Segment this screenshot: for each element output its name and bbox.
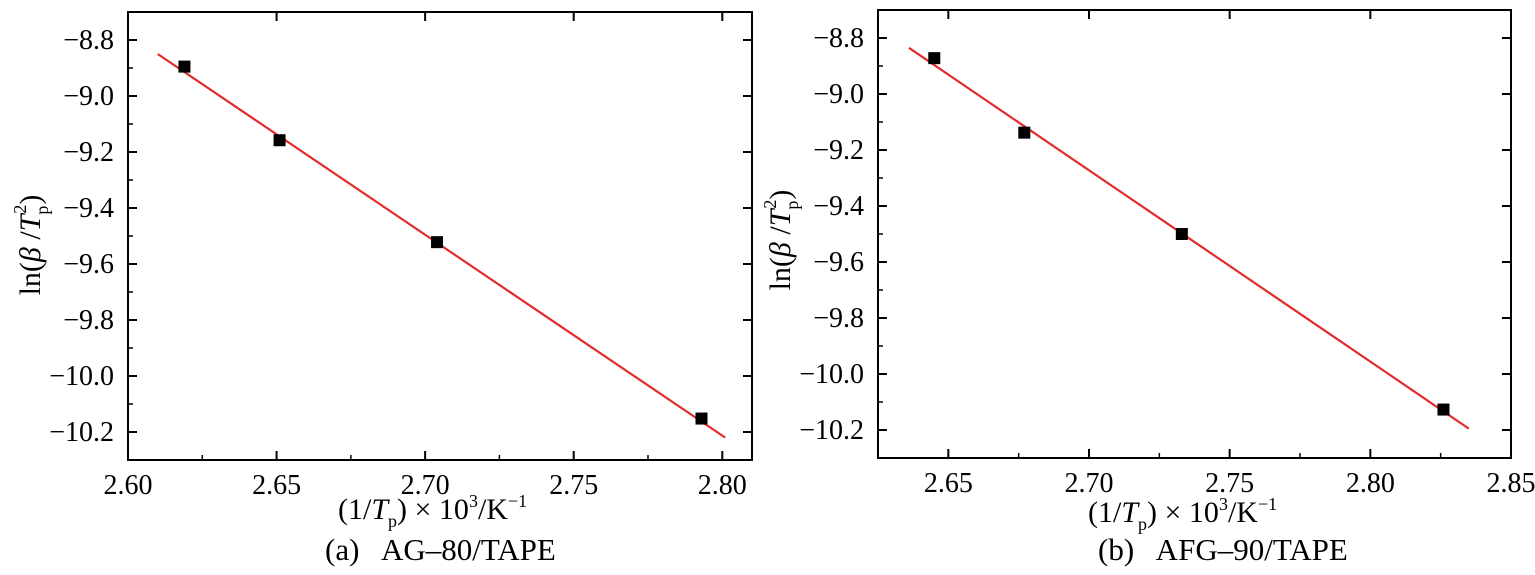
x-tick-label: 2.60 <box>104 470 153 501</box>
x-tick-label: 2.85 <box>1487 468 1535 499</box>
data-point <box>431 236 444 249</box>
chart-panel-b: 2.65 2.70 2.75 2.80 2.85 −8.8 −9.0 −9.2 −9.4 −9.6… <box>760 0 1535 575</box>
data-point <box>178 60 191 73</box>
fit-line <box>908 46 1470 430</box>
chart-a-svg: 2.60 2.65 2.70 2.75 2.80 −8.8 −9.0 −9.2 −9.4 −9.6… <box>10 11 753 531</box>
y-tick-label: −9.4 <box>63 193 114 224</box>
data-point <box>928 52 941 65</box>
y-tick-label: −10.2 <box>799 415 864 446</box>
x-axis-label: (1/Tp) × 103/K−1 <box>1088 494 1277 534</box>
y-tick-label: −10.0 <box>49 361 114 392</box>
x-tick-label: 2.80 <box>1346 468 1395 499</box>
y-tick-label: −9.6 <box>813 247 864 278</box>
y-axis-label: ln(β /Tp2) <box>10 195 52 296</box>
x-tick-label: 2.65 <box>924 468 973 499</box>
x-tick-label: 2.75 <box>549 470 598 501</box>
y-tick-label: −9.0 <box>63 81 114 112</box>
y-tick-label: −9.0 <box>813 79 864 110</box>
y-tick-label: −9.6 <box>63 249 114 280</box>
y-tick-label: −9.8 <box>813 303 864 334</box>
y-tick-label: −9.4 <box>813 191 864 222</box>
data-point <box>695 412 708 425</box>
x-tick-label: 2.75 <box>1205 468 1254 499</box>
y-tick-label: −8.8 <box>63 25 114 56</box>
chart-a-caption: (a) AG–80/TAPE <box>325 532 556 567</box>
y-tick-label: −9.2 <box>63 137 114 168</box>
x-tick-label: 2.65 <box>252 470 301 501</box>
chart-b-frame <box>877 9 1512 459</box>
x-tick-label: 2.70 <box>401 470 450 501</box>
x-tick-label: 2.70 <box>1065 468 1114 499</box>
x-axis-label: (1/Tp) × 103/K−1 <box>338 491 527 531</box>
y-tick-label: −10.0 <box>799 359 864 390</box>
chart-b-svg: 2.65 2.70 2.75 2.80 2.85 −8.8 −9.0 −9.2 −9.4 −9.6… <box>760 9 1535 534</box>
y-tick-label: −9.2 <box>813 135 864 166</box>
y-tick-label: −9.8 <box>63 305 114 336</box>
chart-b-caption: (b) AFG–90/TAPE <box>1098 532 1348 567</box>
data-point <box>1018 126 1031 139</box>
x-tick-label: 2.80 <box>698 470 747 501</box>
y-tick-label: −8.8 <box>813 23 864 54</box>
data-point <box>1437 403 1450 416</box>
chart-panel-a: 2.60 2.65 2.70 2.75 2.80 −8.8 −9.0 −9.2 −9.4 −9.6… <box>10 11 753 567</box>
data-point <box>273 134 286 147</box>
y-tick-label: −10.2 <box>49 417 114 448</box>
y-axis-label: ln(β /Tp2) <box>760 190 802 291</box>
data-point <box>1175 228 1188 240</box>
